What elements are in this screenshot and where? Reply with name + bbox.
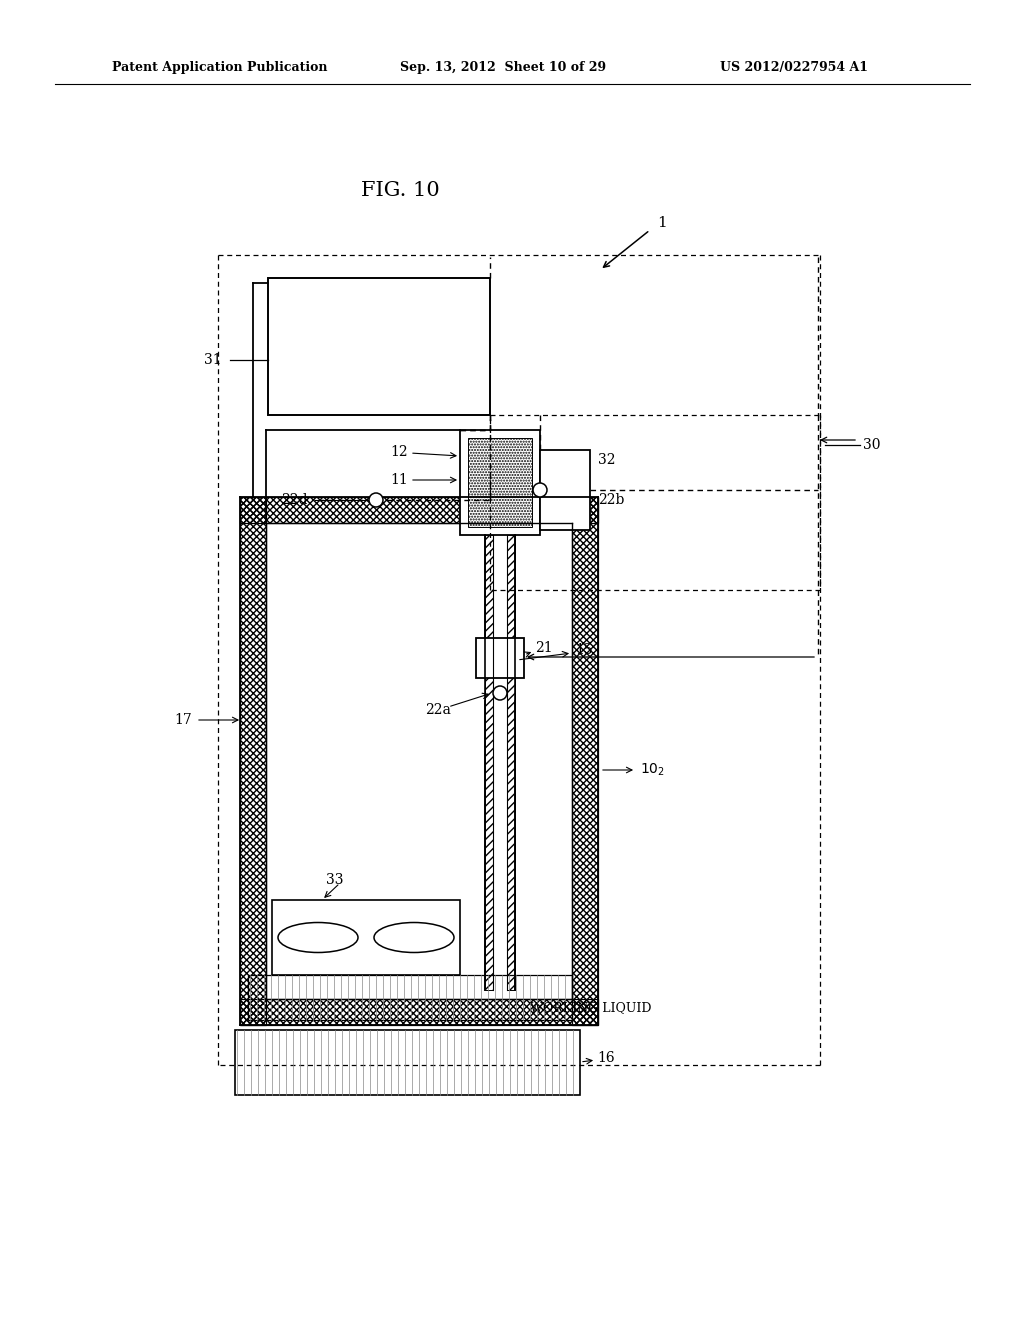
Text: 17: 17: [174, 713, 193, 727]
Ellipse shape: [278, 923, 358, 953]
Text: Sep. 13, 2012  Sheet 10 of 29: Sep. 13, 2012 Sheet 10 of 29: [400, 62, 606, 74]
Circle shape: [534, 483, 547, 498]
Bar: [240, 999, 598, 1026]
Text: 32: 32: [598, 453, 615, 467]
Ellipse shape: [374, 923, 454, 953]
Bar: [240, 498, 598, 523]
Text: 22a: 22a: [425, 704, 451, 717]
Text: US 2012/0227954 A1: US 2012/0227954 A1: [720, 62, 868, 74]
Circle shape: [369, 492, 383, 507]
Text: 11: 11: [390, 473, 408, 487]
Bar: [240, 498, 598, 523]
Text: WORKING LIQUID: WORKING LIQUID: [530, 1002, 651, 1015]
Text: 12: 12: [390, 445, 408, 459]
Bar: [572, 498, 598, 1026]
Bar: [460, 430, 540, 535]
Text: 22b: 22b: [598, 492, 625, 507]
Bar: [540, 450, 590, 531]
Text: 31: 31: [205, 352, 222, 367]
Bar: [485, 535, 515, 990]
Bar: [240, 498, 266, 1026]
Bar: [268, 279, 490, 414]
Bar: [234, 1030, 580, 1096]
Bar: [485, 535, 493, 990]
Bar: [572, 498, 598, 1026]
Text: Patent Application Publication: Patent Application Publication: [112, 62, 328, 74]
Text: 22d: 22d: [282, 492, 308, 507]
Bar: [240, 498, 266, 1026]
Text: 1: 1: [657, 216, 667, 230]
Text: FIG. 10: FIG. 10: [360, 181, 439, 199]
Bar: [507, 535, 515, 990]
Bar: [272, 900, 460, 975]
Bar: [240, 999, 598, 1026]
Bar: [468, 438, 532, 527]
Bar: [476, 638, 524, 678]
Text: $10_2$: $10_2$: [640, 762, 665, 779]
Text: 15: 15: [575, 643, 593, 657]
Text: 30: 30: [863, 438, 881, 451]
Text: 16: 16: [597, 1051, 614, 1065]
Text: 21: 21: [535, 642, 553, 655]
Text: 33: 33: [327, 873, 344, 887]
Circle shape: [493, 686, 507, 700]
Bar: [248, 975, 572, 1020]
